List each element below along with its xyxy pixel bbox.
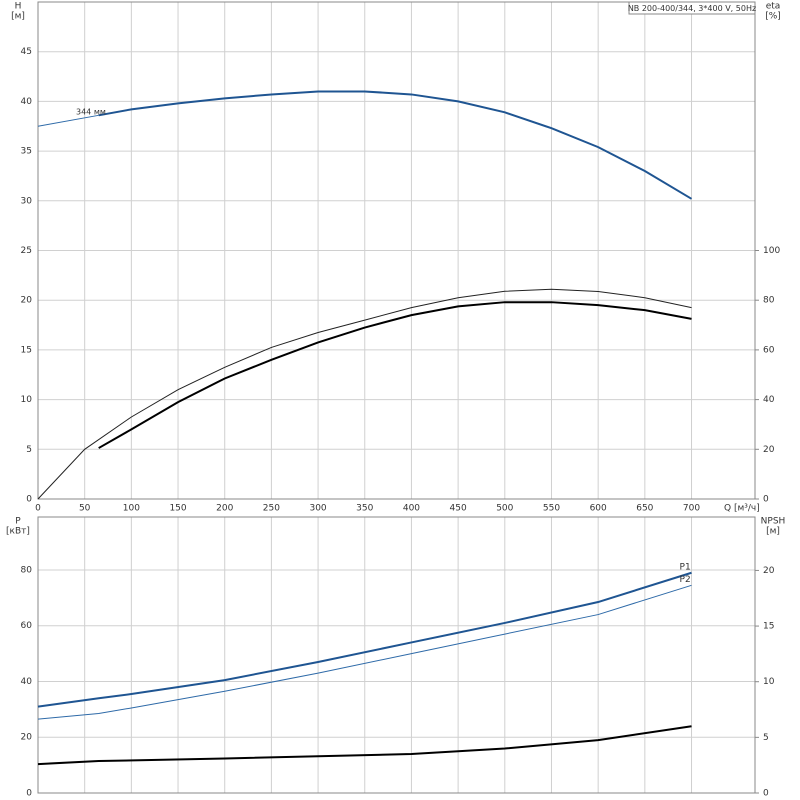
curve xyxy=(37,288,692,500)
x-tick-label: 250 xyxy=(263,504,280,514)
y-tick-label: 0 xyxy=(26,495,32,505)
curve xyxy=(37,114,99,127)
y-tick-label: 5 xyxy=(26,445,32,455)
y2-tick-label: 100 xyxy=(763,246,780,256)
y-tick-label: 15 xyxy=(21,345,32,355)
curve xyxy=(37,584,692,720)
y2-tick-label: 15 xyxy=(763,622,774,632)
y2-axis-unit: [%] xyxy=(765,12,781,22)
y2-tick-label: 60 xyxy=(763,345,775,355)
y-axis-label: H xyxy=(15,2,22,12)
y-tick-label: 80 xyxy=(21,565,33,575)
x-tick-label: 500 xyxy=(496,504,513,514)
y-axis-unit: [кВт] xyxy=(6,527,30,537)
y2-tick-label: 0 xyxy=(763,789,769,799)
y-tick-label: 40 xyxy=(21,677,33,687)
y2-axis-label: eta xyxy=(766,2,781,12)
y-tick-label: 20 xyxy=(21,733,33,743)
curve-label: P2 xyxy=(680,575,691,585)
title-box xyxy=(628,1,756,15)
x-tick-label: 700 xyxy=(683,504,700,514)
chart-title: NB 200-400/344, 3*400 V, 50Hz xyxy=(628,4,756,13)
x-tick-label: 550 xyxy=(543,504,560,514)
y2-tick-label: 80 xyxy=(763,296,775,306)
x-tick-label: 650 xyxy=(636,504,653,514)
x-tick-label: 600 xyxy=(590,504,607,514)
x-tick-label: 400 xyxy=(403,504,420,514)
curve xyxy=(37,571,692,708)
annotation: 344 мм xyxy=(76,108,106,117)
x-tick-label: 50 xyxy=(79,504,91,514)
y-tick-label: 35 xyxy=(21,147,32,157)
curve xyxy=(37,725,692,766)
y-tick-label: 10 xyxy=(21,395,33,405)
curve xyxy=(98,90,693,200)
x-tick-label: 100 xyxy=(123,504,140,514)
y-tick-label: 30 xyxy=(21,196,33,206)
curve xyxy=(98,301,692,449)
plot-frame xyxy=(37,1,756,500)
x-tick-label: 0 xyxy=(35,504,41,514)
plot-frame xyxy=(37,516,756,794)
x-axis-label: Q [м³/ч] xyxy=(724,504,760,514)
y2-tick-label: 10 xyxy=(763,677,775,687)
y-tick-label: 0 xyxy=(26,789,32,799)
y2-tick-label: 5 xyxy=(763,733,769,743)
y-tick-label: 25 xyxy=(21,246,32,256)
y-tick-label: 40 xyxy=(21,97,33,107)
y2-tick-label: 0 xyxy=(763,495,769,505)
y2-tick-label: 20 xyxy=(763,566,775,576)
y-axis-unit: [м] xyxy=(11,12,25,22)
y-tick-label: 20 xyxy=(21,296,33,306)
y2-tick-label: 20 xyxy=(763,445,775,455)
x-tick-label: 150 xyxy=(169,504,186,514)
y-tick-label: 45 xyxy=(21,47,32,57)
x-tick-label: 350 xyxy=(356,504,373,514)
y2-axis-label: NPSH xyxy=(761,517,786,527)
y2-tick-label: 40 xyxy=(763,395,775,405)
curve-label: P1 xyxy=(680,562,691,572)
x-tick-label: 450 xyxy=(450,504,467,514)
y2-axis-unit: [м] xyxy=(766,527,780,537)
x-tick-label: 300 xyxy=(309,504,326,514)
x-tick-label: 200 xyxy=(216,504,233,514)
y-axis-label: P xyxy=(15,517,21,527)
y-tick-label: 60 xyxy=(21,621,33,631)
